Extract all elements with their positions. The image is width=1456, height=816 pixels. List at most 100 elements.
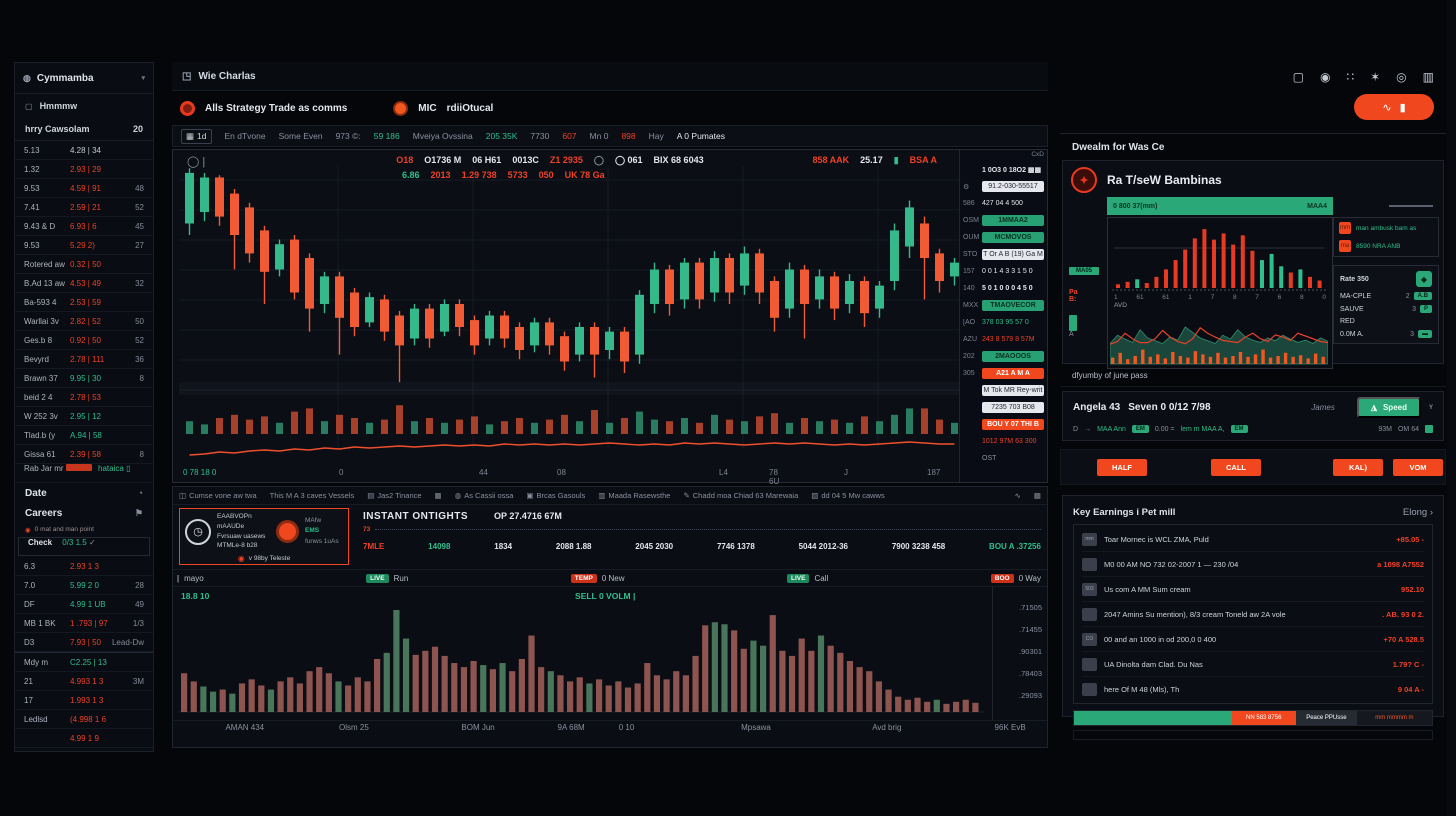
bottom-tab[interactable]: ◫ Cumse vone aw twa (179, 491, 257, 500)
crosshair-icon[interactable]: ◯ | (187, 156, 206, 168)
watchlist-row[interactable]: Ba-593 4 2.53 | 59 (15, 293, 153, 312)
rate-row[interactable]: 0.0M A. 3 ▬ (1340, 330, 1432, 338)
buy-button[interactable]: MCMOVOS (982, 232, 1044, 243)
earnings-row[interactable]: 2047 Amins Su mention), 8/3 cream Toneld… (1082, 602, 1424, 627)
progress-segment[interactable]: mm mmmm m (1356, 711, 1432, 725)
order-action-button[interactable]: KAL) (1333, 458, 1383, 476)
speed-button[interactable]: ◮ Speed (1356, 397, 1421, 418)
bottom-tab[interactable]: ◍ As Cassii ossa (455, 491, 514, 500)
watchlist-row[interactable]: B.Ad 13 aw 4.53 | 49 32 (15, 274, 153, 293)
toolbar-right-icon[interactable]: ▦ (1033, 491, 1041, 500)
position-row[interactable]: 21 4.993 1 3 3M (15, 672, 153, 691)
target-icon[interactable]: ◎ (1396, 70, 1407, 84)
sidebar-item-careers[interactable]: Careers ⚑ (15, 503, 153, 523)
earnings-row[interactable]: CO 00 and an 1000 in od 200,0 0 400 +70 A … (1082, 627, 1424, 652)
earnings-row[interactable]: UA Dinolta dam Clad. Du Nas 1.79? C - (1082, 652, 1424, 677)
watchlist-row[interactable]: Rotered aw 0.32 | 50 (15, 255, 153, 274)
strip-group[interactable]: LIVE Run (366, 573, 408, 583)
toolbar-item[interactable]: Mveiya Ovssina (412, 131, 473, 141)
sidebar-header[interactable]: ◍ Cymmamba ▾ (15, 63, 153, 94)
fund-overview-card[interactable]: ✦ Ra T/seW Bambinas MA05 Pa B: A 0 800 37… (1062, 160, 1444, 369)
order-panel-row[interactable]: M Tok MR Rey-writ (963, 382, 1044, 399)
strip-group[interactable]: TEMP 0 New (570, 573, 625, 583)
order-panel-row[interactable]: STO T Or A B (19) Ga M (963, 246, 1044, 263)
trade-action-button[interactable]: ∿ ▮ (1354, 94, 1434, 120)
earnings-row[interactable]: mm Toar Mornec is WCL ZMA, Puld +85.05 - (1082, 527, 1424, 552)
toolbar-item[interactable]: Hay (648, 131, 664, 141)
watchlist-row[interactable]: beid 2 4 2.78 | 53 (15, 388, 153, 407)
order-row[interactable]: D3 7.93 | 50 Lead-Dw (15, 633, 153, 652)
volume-histogram-panel[interactable]: 18.8 10 SELL 0 VOLM | .71505 .71455 .90301… (173, 587, 1047, 721)
toolbar-item[interactable]: 205 35K (485, 131, 518, 141)
shield-icon[interactable]: ◉ (1319, 70, 1331, 84)
window-icon[interactable]: ▢ (1292, 70, 1304, 84)
bottom-tab[interactable]: ▣ Brcas Gasouls (526, 491, 585, 500)
order-panel-row[interactable]: 202 2MAOOOS (963, 348, 1044, 365)
strip-group[interactable]: LIVE Call (787, 573, 828, 583)
watchlist-row[interactable]: Brawn 37 9.95 | 30 8 (15, 369, 153, 388)
toolbar-item[interactable]: A 0 Pumates (676, 131, 725, 141)
sidebar-submenu-item[interactable]: hrry Cawsolam 20 (15, 118, 153, 141)
progress-segment[interactable]: Peace PPUsse (1295, 711, 1357, 725)
toolbar-item[interactable]: 898 (621, 131, 636, 141)
position-row[interactable]: Mdy m C2.25 | 13 (15, 653, 153, 672)
toolbar-right-icon[interactable]: ∿ (1014, 491, 1021, 500)
main-chart-panel[interactable]: ◯ | O18 O1736 M 06 H61 0013C Z1 2935 ◯ ◯ 061 BI… (172, 149, 1048, 486)
order-panel-row[interactable]: OUM MCMOVOS (963, 229, 1044, 246)
columns-icon[interactable]: ▥ (1422, 70, 1434, 84)
active-strategy-card[interactable]: Angela 43 Seven 0 0/12 7/98 James ◮ Spee… (1062, 391, 1444, 441)
timeframe-chip[interactable]: ▦ 1d (181, 128, 212, 144)
order-action-button[interactable]: CALL (1211, 458, 1261, 476)
strip-group[interactable]: BOO 0 Way (990, 573, 1041, 583)
toolbar-item[interactable]: 607 (562, 131, 577, 141)
order-row[interactable]: MB 1 BK 1 .793 | 97 1/3 (15, 614, 153, 633)
target-ring-icon[interactable] (180, 100, 195, 116)
watchlist-row[interactable]: Tlad.b (y A.94 | 58 (15, 426, 153, 445)
earnings-row[interactable]: M0 00 AM NO 732 02-2007 1 — 230 /04 a 109… (1082, 552, 1424, 577)
watchlist-alert-row[interactable]: Rab Jar mr hataica ▯ (15, 464, 153, 483)
rate-row[interactable]: SAUVE 3 P (1340, 305, 1432, 313)
progress-segment[interactable]: NN 583 8756 (1231, 711, 1296, 725)
toolbar-item[interactable]: Some Even (278, 131, 323, 141)
order-action-button[interactable]: HALF (1097, 458, 1147, 476)
watchlist-row[interactable]: Ges.b 8 0.92 | 50 52 (15, 331, 153, 350)
watchlist-row[interactable]: 5.13 4.28 | 34 (15, 141, 153, 160)
sidebar-menu-item[interactable]: ▢ Hmmmw (15, 94, 153, 118)
order-panel-row[interactable]: 305 A21 A M A (963, 365, 1044, 382)
toolbar-item[interactable]: 973 ©: (335, 131, 361, 141)
check-row[interactable]: Check 0/3 1.5 ✓ (18, 537, 150, 556)
watchlist-row[interactable]: W 252 3v 2.95 | 12 (15, 407, 153, 426)
order-panel-row[interactable]: MXX TMAOVECOR (963, 297, 1044, 314)
users-icon[interactable]: ∷ (1346, 70, 1355, 84)
white-row[interactable]: 7235 703 B08 (982, 402, 1044, 413)
gear-icon[interactable]: ⚙ (963, 183, 970, 191)
progress-segment[interactable] (1074, 711, 1232, 725)
spark-icon[interactable]: ✶ (1370, 70, 1381, 84)
sell-button[interactable]: A21 A M A (982, 368, 1044, 379)
toolbar-item[interactable]: 59 186 (373, 131, 400, 141)
position-row[interactable]: 4.99 1 9 (15, 729, 153, 748)
order-panel-row[interactable]: 7235 703 B08 (963, 399, 1044, 416)
bottom-tab[interactable]: ▤ Jas2 Tinance (367, 491, 421, 500)
session-card[interactable]: ◷ EAABVOPn mAAUDe Fvrsuaw uasews MTMLe-8 b… (179, 508, 349, 565)
watchlist-row[interactable]: 7.41 2.59 | 21 52 (15, 198, 153, 217)
strip-group[interactable]: | mayo (177, 574, 204, 583)
order-panel-row[interactable]: BOU Y 07 THI B (963, 416, 1044, 433)
sell-button[interactable]: BOU Y 07 THI B (982, 419, 1044, 430)
buy-button[interactable]: TMAOVECOR (982, 300, 1044, 311)
bottom-tab[interactable]: ▦ (435, 491, 442, 500)
order-row[interactable]: DF 4.99 1 UB 49 (15, 595, 153, 614)
watchlist-row[interactable]: 9.53 5.29 2) 27 (15, 236, 153, 255)
watchlist-row[interactable]: 9.43 & D 6.93 | 6 45 (15, 217, 153, 236)
buy-button[interactable]: 1MMAA2 (982, 215, 1044, 226)
position-row[interactable]: 17 1.993 1 3 (15, 691, 153, 710)
watchlist-row[interactable]: Warllai 3v 2.82 | 52 50 (15, 312, 153, 331)
allocation-progress-bar[interactable]: NN 583 8756 Peace PPUsse mm mmmm m (1073, 710, 1433, 726)
chevron-down-icon[interactable]: ▾ (141, 75, 145, 82)
rate-row[interactable]: RED (1340, 318, 1432, 325)
watchlist-row[interactable]: 9.53 4.59 | 91 48 (15, 179, 153, 198)
white-row[interactable]: M Tok MR Rey-writ (982, 385, 1044, 396)
order-row[interactable]: 7.0 5.99 2 0 28 (15, 576, 153, 595)
order-panel-row[interactable]: ⚙ 91.2-030-55517 (963, 178, 1044, 195)
fund-banner[interactable]: 0 800 37(mm) MAA4 (1107, 197, 1333, 215)
